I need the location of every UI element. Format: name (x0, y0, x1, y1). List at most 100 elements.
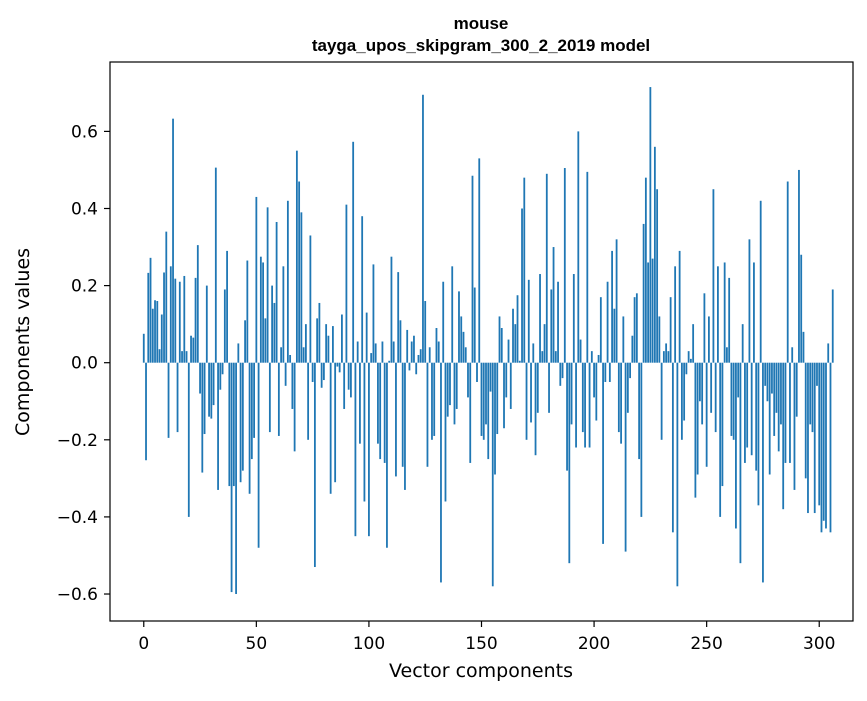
bar-component-206 (606, 281, 609, 363)
bar-component-155 (491, 362, 494, 587)
x-tick-label: 200 (578, 634, 610, 654)
bar-component-9 (163, 272, 165, 363)
bar-component-275 (762, 362, 764, 583)
bar-component-53 (262, 262, 264, 363)
x-tick-label: 50 (246, 634, 268, 654)
bar-component-40 (232, 362, 235, 487)
bar-component-110 (390, 256, 393, 363)
bar-component-286 (786, 181, 789, 363)
bar-component-175 (536, 362, 539, 413)
bar-component-264 (737, 362, 740, 398)
bar-component-13 (172, 118, 174, 363)
bar-component-255 (717, 266, 719, 363)
bar-component-4 (151, 308, 154, 363)
bar-component-192 (575, 362, 577, 448)
bar-component-125 (424, 301, 427, 363)
bar-component-287 (789, 362, 791, 463)
bar-component-105 (379, 362, 382, 460)
bar-component-6 (156, 301, 159, 363)
bar-component-56 (268, 362, 271, 433)
bar-component-90 (345, 204, 348, 363)
bar-component-160 (503, 362, 505, 429)
bar-component-130 (435, 328, 438, 363)
bar-component-223 (644, 177, 647, 363)
bar-component-213 (622, 316, 625, 363)
bar-component-26 (201, 362, 204, 473)
bar-component-58 (273, 302, 276, 363)
bar-component-134 (444, 362, 447, 502)
bar-component-86 (336, 362, 339, 367)
bar-component-294 (804, 362, 807, 479)
bar-component-62 (282, 266, 285, 363)
bar-component-94 (354, 362, 357, 537)
bar-component-259 (726, 347, 728, 363)
bar-component-83 (329, 362, 332, 494)
bar-component-173 (532, 343, 535, 363)
bar-component-254 (714, 362, 717, 433)
bar-component-261 (730, 362, 733, 436)
bar-component-99 (365, 312, 368, 363)
bar-component-129 (433, 362, 436, 436)
bar-component-262 (732, 362, 735, 440)
bar-component-127 (428, 347, 431, 363)
bar-component-76 (313, 362, 316, 568)
bar-component-288 (791, 347, 794, 363)
bar-component-79 (320, 362, 323, 388)
bar-component-229 (658, 316, 661, 363)
bar-component-23 (194, 277, 197, 363)
bar-component-217 (631, 335, 634, 363)
bar-component-47 (248, 362, 251, 494)
bar-component-152 (485, 362, 487, 425)
bar-component-219 (635, 293, 638, 363)
bar-component-201 (595, 362, 598, 421)
bar-component-268 (746, 362, 749, 448)
bar-component-151 (482, 362, 485, 440)
bar-component-20 (187, 362, 190, 517)
bar-component-297 (811, 362, 814, 433)
bar-component-66 (291, 362, 294, 409)
bar-component-142 (462, 331, 465, 363)
bar-component-154 (489, 362, 492, 392)
bar-component-265 (739, 362, 742, 564)
bar-component-222 (642, 223, 645, 363)
y-tick-label: −0.2 (57, 431, 98, 451)
bar-component-301 (820, 362, 823, 533)
bar-component-283 (780, 362, 782, 425)
bar-component-82 (327, 335, 330, 363)
bar-component-114 (399, 320, 402, 363)
bar-component-52 (259, 256, 262, 363)
bar-component-73 (307, 362, 310, 440)
bar-component-164 (512, 308, 514, 363)
bar-component-156 (494, 362, 496, 475)
bar-component-243 (689, 358, 692, 363)
bar-component-50 (255, 196, 258, 363)
bar-component-100 (368, 362, 370, 537)
bar-component-118 (408, 362, 411, 371)
bar-component-18 (183, 275, 186, 363)
plot-area-frame (109, 61, 854, 622)
bar-component-248 (701, 362, 704, 425)
bar-component-138 (453, 362, 456, 425)
bar-component-31 (212, 362, 215, 406)
bar-component-256 (719, 362, 722, 517)
bar-component-207 (608, 362, 611, 382)
bar-component-147 (473, 287, 476, 363)
bar-component-115 (401, 362, 404, 467)
bar-component-183 (554, 351, 557, 363)
bar-component-210 (615, 239, 618, 363)
bar-component-89 (343, 362, 346, 409)
bar-component-140 (458, 291, 460, 363)
bar-component-218 (633, 297, 636, 363)
bar-component-133 (442, 281, 445, 363)
bar-component-241 (685, 362, 688, 375)
bar-component-95 (356, 341, 359, 363)
y-tick-label: 0.2 (71, 277, 98, 297)
bar-component-57 (271, 285, 274, 363)
bar-component-15 (176, 362, 179, 433)
bar-component-43 (239, 362, 242, 483)
bar-component-116 (404, 362, 406, 490)
bar-component-251 (708, 316, 710, 363)
bar-component-39 (230, 362, 233, 593)
